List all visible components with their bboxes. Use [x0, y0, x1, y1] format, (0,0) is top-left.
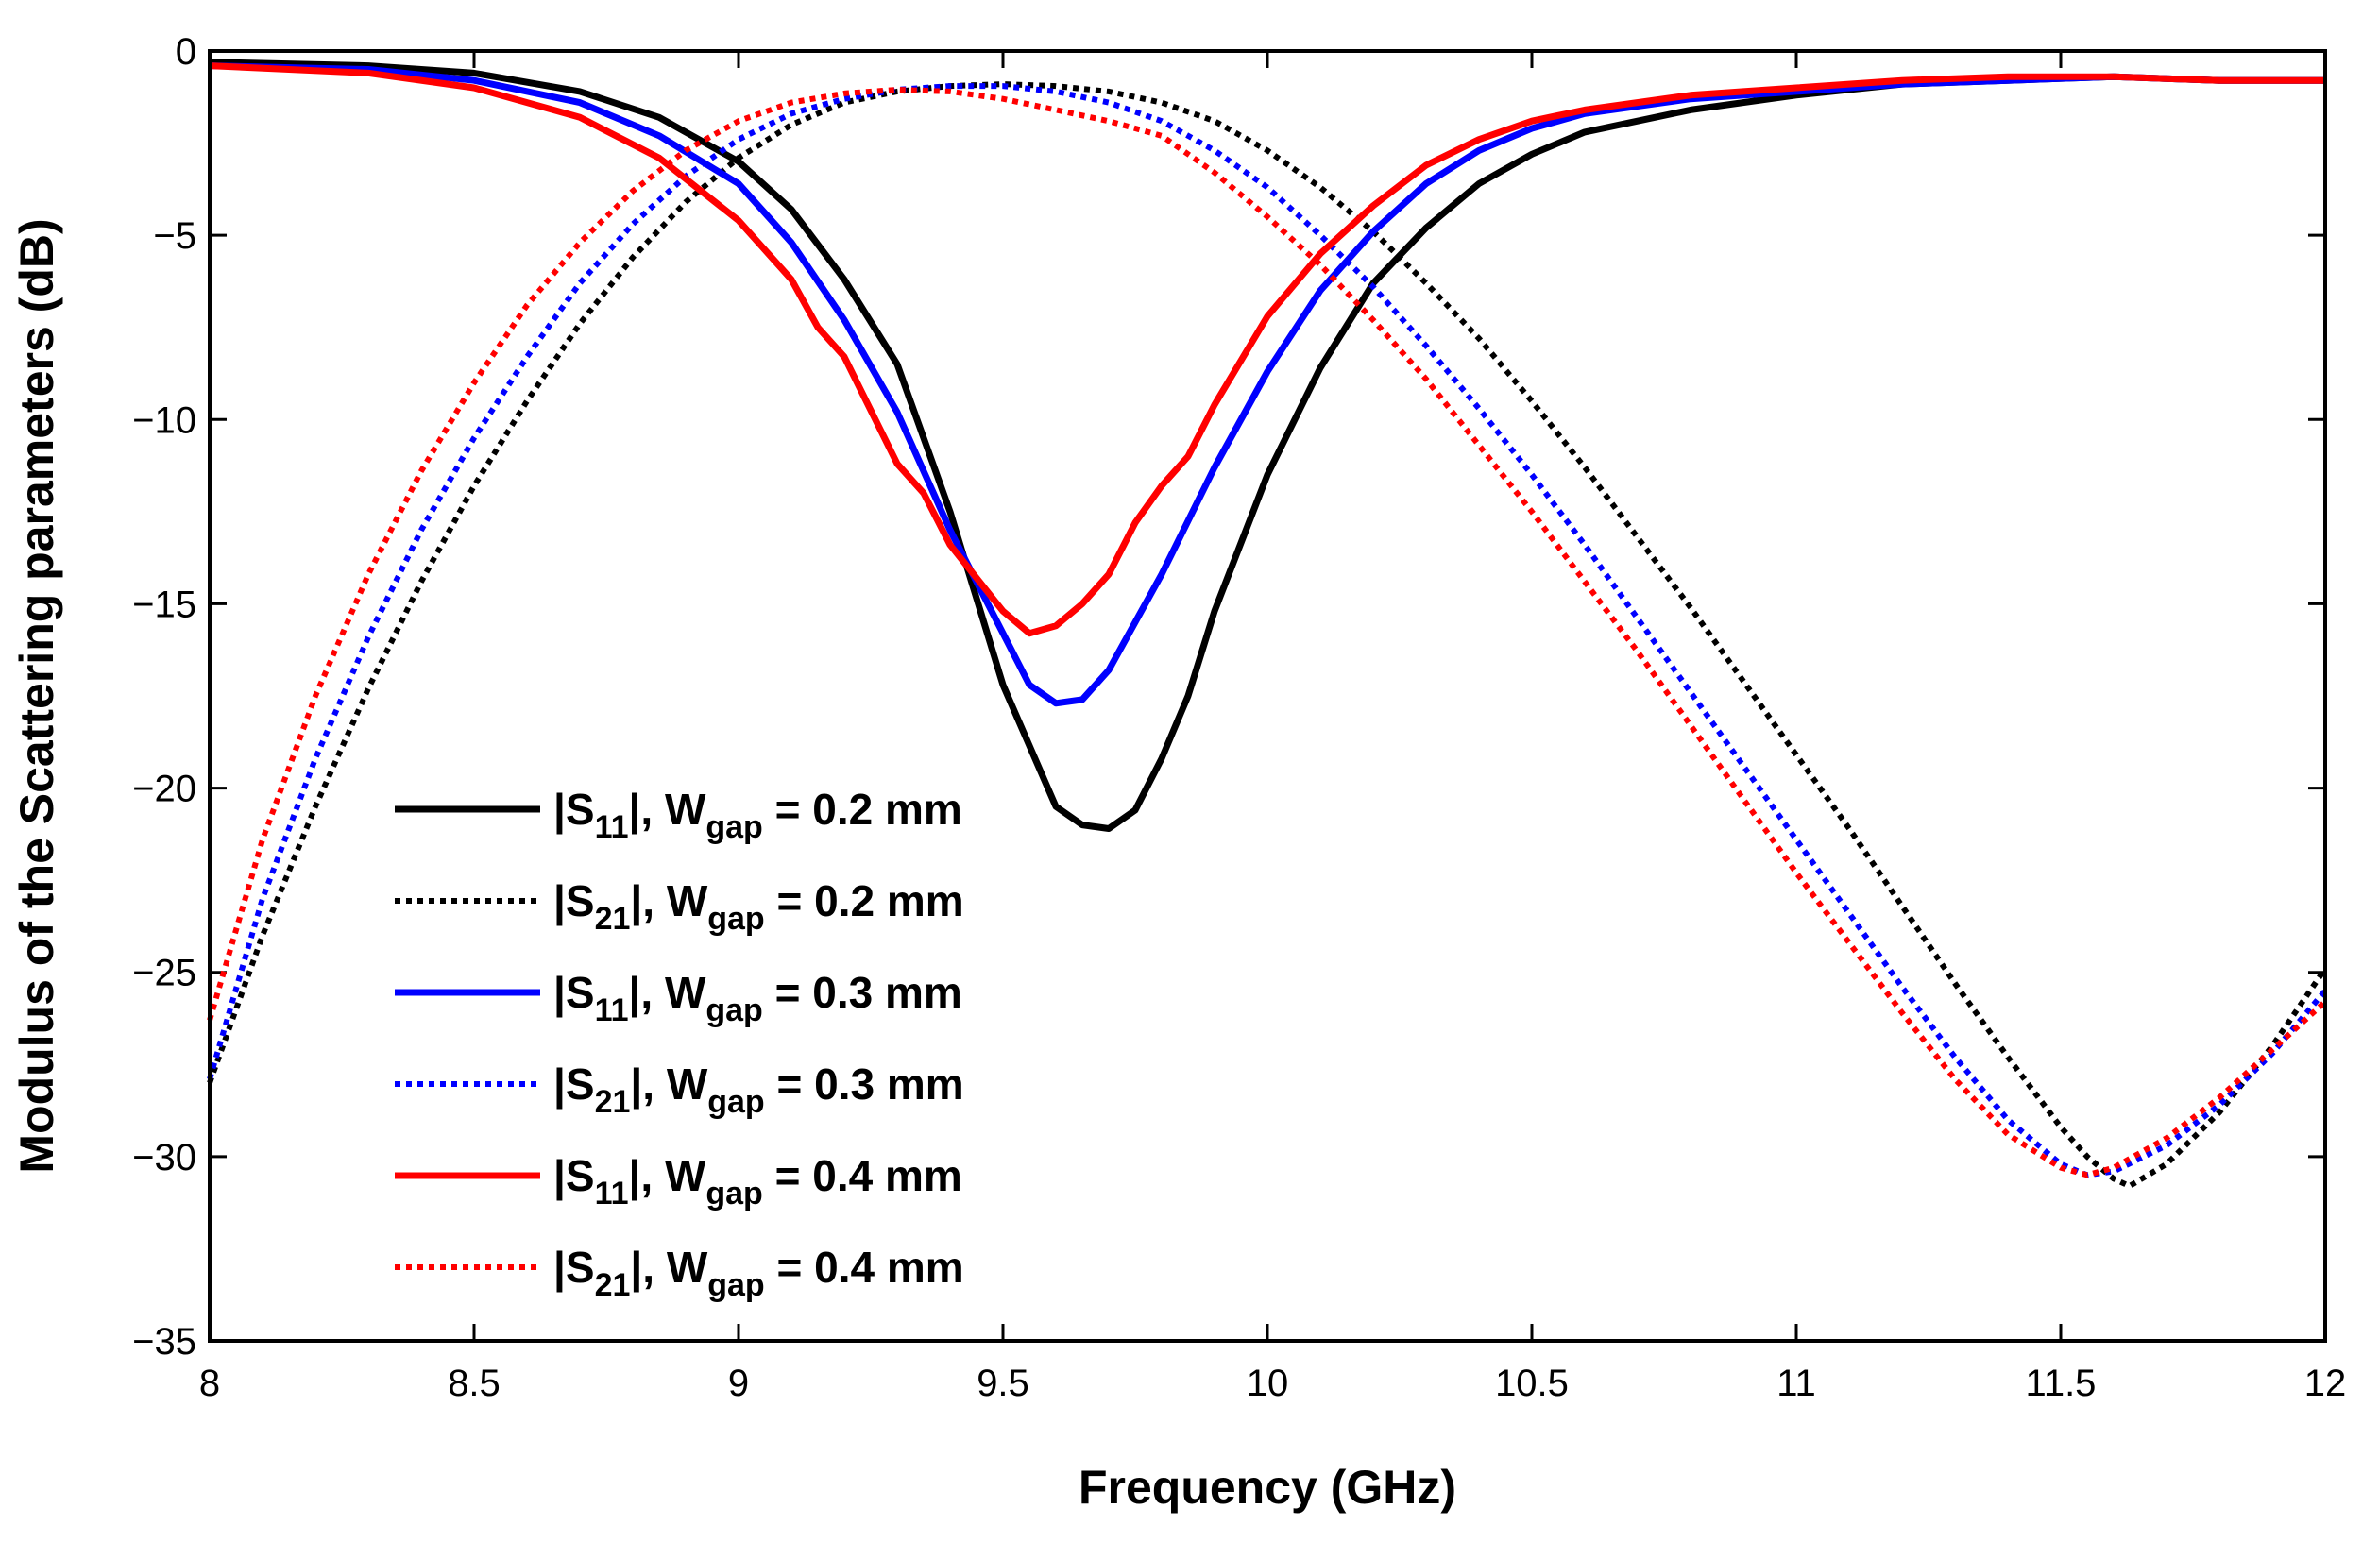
- legend-label-part: |S: [553, 1243, 595, 1292]
- x-tick-label: 8.5: [448, 1363, 501, 1404]
- y-tick-label: −35: [132, 1321, 196, 1363]
- legend-label-part: |, W: [629, 968, 706, 1017]
- legend-label-part: gap: [706, 809, 762, 845]
- legend-label-part: |, W: [629, 1151, 706, 1200]
- legend-label-part: 11: [595, 1176, 629, 1212]
- legend-label-part: 21: [595, 1084, 631, 1120]
- legend-label-part: gap: [706, 992, 762, 1028]
- y-tick-label: −30: [132, 1137, 196, 1178]
- legend-label: |S21|, Wgap = 0.2 mm: [553, 876, 964, 937]
- series-line-6: [207, 87, 2328, 1178]
- legend: |S11|, Wgap = 0.2 mm|S21|, Wgap = 0.2 mm…: [395, 785, 964, 1303]
- legend-label: |S11|, Wgap = 0.3 mm: [553, 968, 962, 1028]
- series-layer: [207, 59, 2328, 1190]
- series-line-4: [207, 83, 2328, 1178]
- y-tick-label: 0: [176, 31, 196, 73]
- legend-label-part: |, W: [630, 1243, 707, 1292]
- legend-label-part: = 0.4 mm: [765, 1243, 964, 1292]
- legend-label-part: gap: [707, 1267, 764, 1303]
- x-tick-label: 10.5: [1495, 1363, 1569, 1404]
- legend-label-part: = 0.3 mm: [763, 968, 962, 1017]
- series-line-5: [209, 62, 2325, 637]
- y-axis-title: Modulus of the Scattering parameters (dB…: [10, 218, 63, 1173]
- legend-label-part: gap: [707, 901, 764, 937]
- legend-label-part: |S: [553, 876, 595, 925]
- x-tick-label: 9.5: [977, 1363, 1029, 1404]
- y-tick-label: −15: [132, 584, 196, 625]
- plot-frame: [208, 49, 2327, 1343]
- x-tick-label: 9: [728, 1363, 749, 1404]
- legend-label-part: gap: [707, 1084, 764, 1120]
- x-tick-label: 12: [2304, 1363, 2347, 1404]
- legend-label: |S21|, Wgap = 0.4 mm: [553, 1243, 964, 1303]
- series-line-1: [209, 59, 2325, 832]
- legend-label: |S11|, Wgap = 0.2 mm: [553, 785, 962, 845]
- legend-label-part: |S: [553, 785, 595, 834]
- y-tick-label: −5: [153, 215, 196, 257]
- legend-label-part: gap: [706, 1176, 762, 1212]
- axes: 8 8.5 9 9.5 10 10.5 11 11.5 12 0 −5 −10 −15 −20 −25 −30…: [132, 31, 2346, 1404]
- legend-label-part: |S: [553, 1059, 595, 1109]
- legend-label-part: |S: [553, 1151, 595, 1200]
- legend-label-part: |, W: [630, 1059, 707, 1109]
- legend-label: |S21|, Wgap = 0.3 mm: [553, 1059, 964, 1120]
- x-tick-label: 11: [1776, 1363, 1816, 1404]
- y-tick-label: −20: [132, 769, 196, 810]
- legend-label-part: 11: [595, 809, 629, 845]
- x-tick-label: 11.5: [2026, 1363, 2097, 1404]
- legend-label-part: 21: [595, 1267, 631, 1303]
- legend-label-part: |, W: [629, 785, 706, 834]
- legend-label-part: 11: [595, 992, 629, 1028]
- legend-label-part: = 0.2 mm: [763, 785, 962, 834]
- y-tick-label: −10: [132, 399, 196, 441]
- legend-label-part: 21: [595, 901, 631, 937]
- legend-label-part: |S: [553, 968, 595, 1017]
- x-axis-title: Frequency (GHz): [1079, 1461, 1456, 1514]
- legend-label-part: = 0.2 mm: [765, 876, 964, 925]
- legend-label-part: |, W: [630, 876, 707, 925]
- series-line-3: [209, 62, 2325, 707]
- legend-label: |S11|, Wgap = 0.4 mm: [553, 1151, 962, 1212]
- legend-label-part: = 0.4 mm: [763, 1151, 962, 1200]
- x-tick-label: 8: [199, 1363, 220, 1404]
- series-line-2: [207, 81, 2328, 1190]
- y-tick-label: −25: [132, 953, 196, 994]
- x-tick-label: 10: [1247, 1363, 1289, 1404]
- legend-label-part: = 0.3 mm: [765, 1059, 964, 1109]
